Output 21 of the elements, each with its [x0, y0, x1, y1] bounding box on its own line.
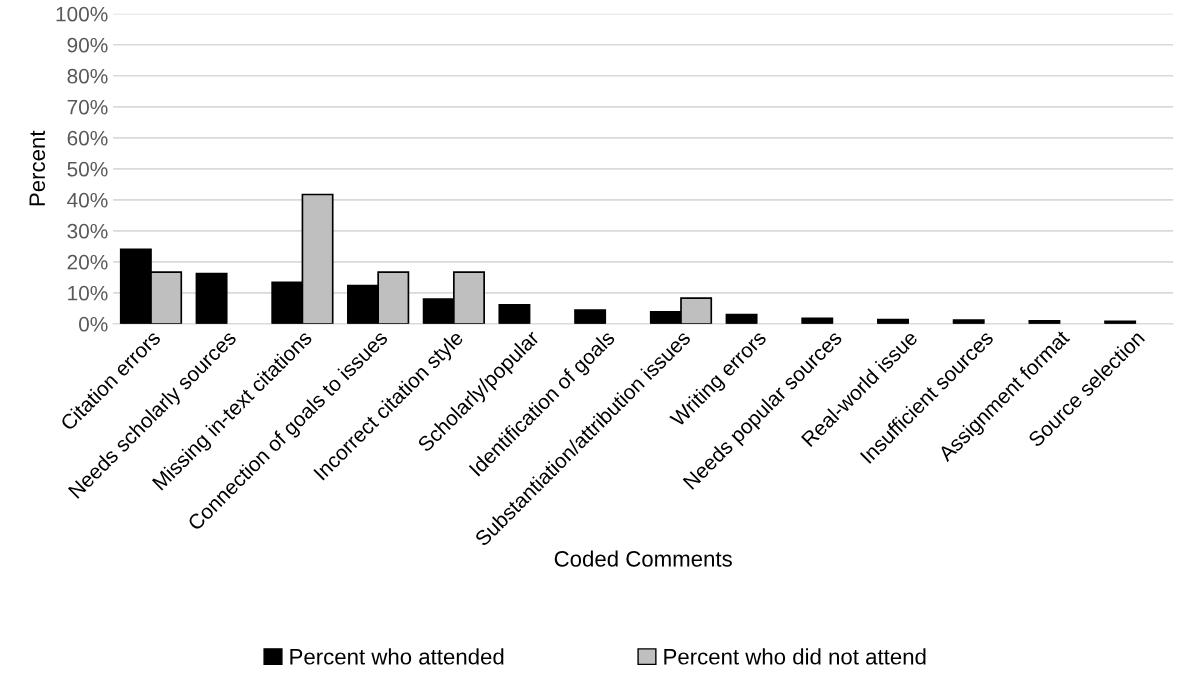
bar — [801, 317, 834, 324]
y-tick-label: 10% — [68, 285, 108, 301]
y-tick-label: 40% — [67, 192, 108, 208]
y-tick-label: 90% — [67, 37, 108, 53]
y-tick-label: 30% — [67, 223, 108, 239]
bar — [195, 272, 228, 324]
bar — [725, 313, 758, 324]
y-axis-title: Percent — [29, 130, 46, 206]
y-tick-label: 60% — [67, 130, 108, 146]
legend-label: Percent who did not attend — [664, 648, 926, 665]
legend-label: Percent who attended — [290, 648, 504, 665]
bar — [498, 304, 531, 324]
y-tick-label: 0% — [78, 316, 108, 332]
x-axis-title: Coded Comments — [554, 550, 732, 567]
y-tick-label: 70% — [67, 99, 108, 115]
y-tick-label: 20% — [67, 254, 108, 270]
y-tick-label: 50% — [67, 161, 108, 177]
bar — [952, 319, 985, 324]
y-tick-label: 80% — [67, 68, 108, 84]
bar — [574, 309, 607, 324]
y-tick-label: 100% — [56, 6, 108, 22]
